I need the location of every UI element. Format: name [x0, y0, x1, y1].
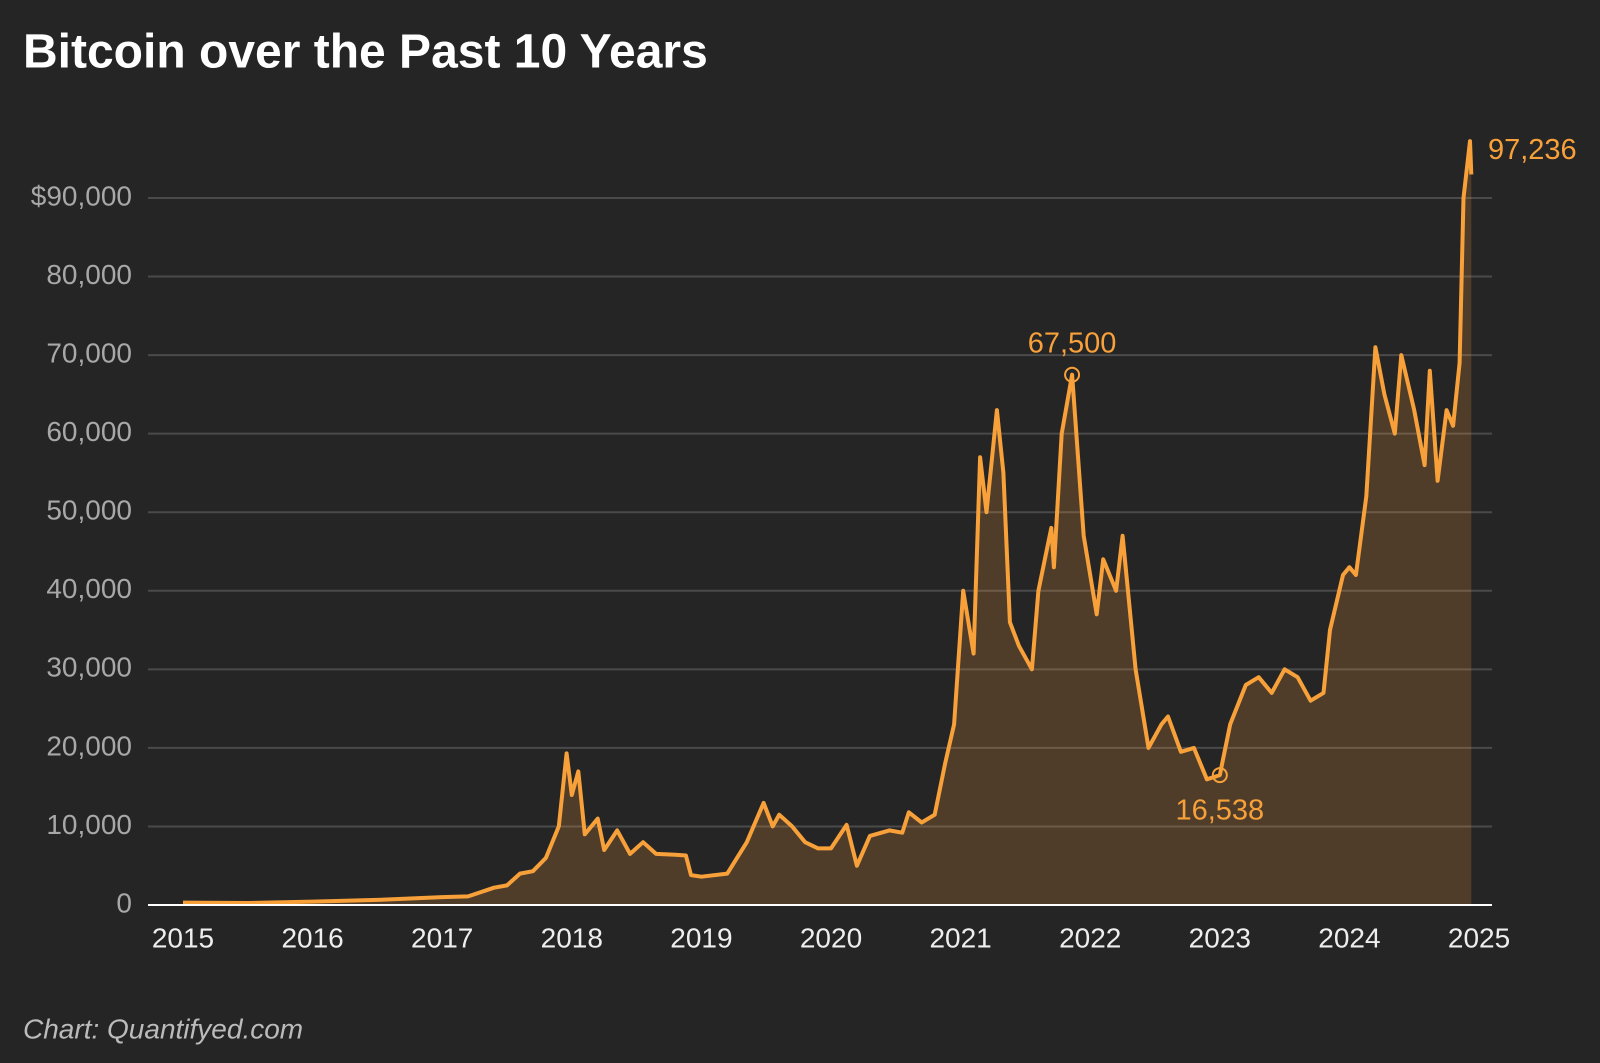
- price-line: [182, 139, 1474, 905]
- x-tick-label: 2025: [1448, 922, 1510, 953]
- chart-title: Bitcoin over the Past 10 Years: [23, 26, 708, 79]
- x-tick-label: 2015: [152, 922, 214, 953]
- x-tick-label: 2024: [1318, 922, 1380, 953]
- annotation-label: 67,500: [1028, 327, 1117, 359]
- y-tick-label: 50,000: [46, 495, 132, 526]
- y-tick-label: 20,000: [46, 730, 132, 761]
- annotation-label: 97,236: [1488, 134, 1577, 166]
- x-tick-label: 2017: [411, 922, 473, 953]
- x-tick-label: 2022: [1059, 922, 1121, 953]
- y-tick-label: 10,000: [46, 809, 132, 840]
- y-tick-label: 60,000: [46, 416, 132, 447]
- y-tick-label: $90,000: [31, 180, 132, 211]
- annotation-marker: [1211, 767, 1228, 784]
- source-note: Chart: Quantifyed.com: [23, 1013, 303, 1044]
- y-tick-label: 0: [116, 887, 132, 918]
- x-tick-label: 2019: [670, 922, 732, 953]
- x-tick-label: 2023: [1189, 922, 1251, 953]
- x-tick-label: 2021: [929, 922, 991, 953]
- y-tick-label: 40,000: [46, 573, 132, 604]
- x-tick-label: 2016: [281, 922, 343, 953]
- x-tick-label: 2018: [541, 922, 603, 953]
- annotation-marker: [1064, 366, 1081, 383]
- area: [183, 141, 1472, 906]
- annotation-label: 16,538: [1175, 795, 1264, 827]
- y-tick-label: 80,000: [46, 259, 132, 290]
- y-tick-label: 70,000: [46, 337, 132, 368]
- y-tick-label: 30,000: [46, 652, 132, 683]
- x-tick-label: 2020: [800, 922, 862, 953]
